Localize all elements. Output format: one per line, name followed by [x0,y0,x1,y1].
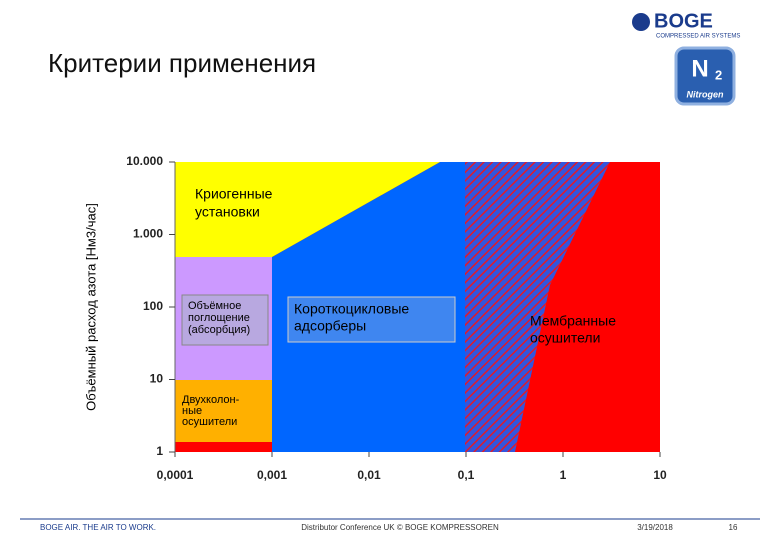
badge-subscript: 2 [715,67,722,82]
region-label: Криогенные [195,186,273,202]
y-tick-label: 10.000 [126,154,163,168]
region-label: ные [182,405,202,417]
y-tick-label: 1 [156,444,163,458]
region-label: установки [195,204,260,220]
region-label: Мембранные [530,313,616,329]
x-tick-label: 0,0001 [157,468,194,482]
badge [674,46,736,106]
footer-page: 16 [729,523,738,532]
region-label: Двухколон- [182,394,240,406]
footer-date: 3/19/2018 [637,523,673,532]
y-tick-label: 100 [143,299,163,313]
region-label: (абсорбция) [188,324,250,336]
footer-center: Distributor Conference UK © BOGE KOMPRES… [301,523,499,532]
title: Критерии применения [48,48,316,78]
y-tick-label: 1.000 [133,227,163,241]
regions [175,162,660,452]
label-box [181,294,269,346]
region-label: Объёмное [188,300,241,312]
region-label: осушители [530,330,600,346]
y-axis-label: Объёмный расход азота [Нм3/час] [83,203,98,411]
footer-left: BOGE AIR. THE AIR TO WORK. [40,523,156,532]
label-box [287,296,456,343]
badge-symbol: N [691,55,708,82]
logo-icon [632,13,650,31]
y-tick-label: 10 [150,372,164,386]
x-tick-label: 0,01 [357,468,381,482]
region-label: адсорберы [294,318,366,334]
region-label: Короткоцикловые [294,301,409,317]
region-overlap [465,162,610,452]
region-cryogenic [175,162,440,257]
x-tick-label: 0,1 [458,468,475,482]
x-tick-label: 10 [653,468,667,482]
logo-brand: BOGE [654,10,713,32]
x-tick-label: 0,001 [257,468,287,482]
region-label: поглощение [188,312,250,324]
region-twin-tower [175,380,272,442]
badge-label: Nitrogen [687,89,725,99]
logo-tagline: COMPRESSED AIR SYSTEMS [656,34,740,40]
region-label: осушители [182,416,237,428]
x-tick-label: 1 [560,468,567,482]
